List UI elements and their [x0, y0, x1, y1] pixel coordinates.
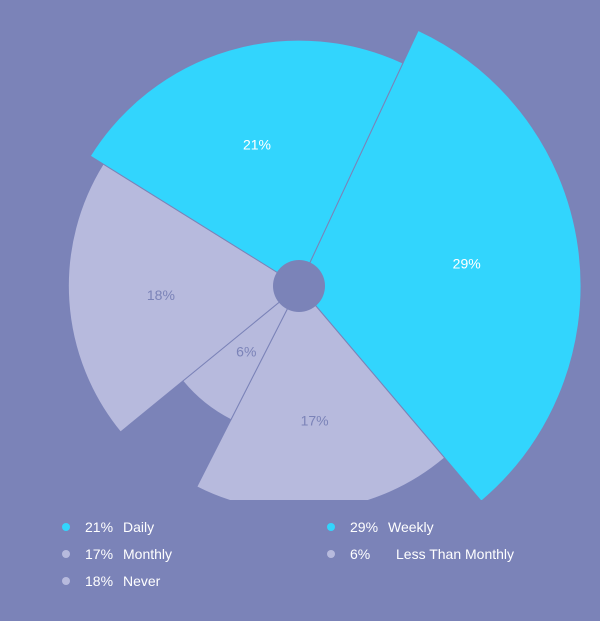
- legend-dot-weekly: [327, 523, 335, 531]
- legend-pct-daily: 21%: [85, 519, 114, 535]
- slice-monthly: [196, 285, 446, 500]
- slice-label-weekly: 29%: [453, 256, 481, 272]
- legend-label-weekly: Weekly: [388, 519, 434, 535]
- legend-item-less-than-monthly: 6% Less Than Monthly: [327, 544, 514, 564]
- slice-label-daily: 21%: [243, 137, 271, 153]
- legend-item-weekly: 29% Weekly: [327, 517, 434, 537]
- legend-pct-weekly: 29%: [350, 519, 379, 535]
- legend-item-daily: 21% Daily: [62, 517, 154, 537]
- legend-pct-never: 18%: [85, 573, 114, 589]
- slice-label-monthly: 17%: [301, 412, 329, 428]
- legend-label-monthly: Monthly: [123, 546, 173, 562]
- legend-item-monthly: 17% Monthly: [62, 544, 172, 564]
- legend-dot-daily: [62, 523, 70, 531]
- slice-label-less-than-monthly: 6%: [236, 343, 256, 359]
- legend-dot-monthly: [62, 550, 70, 558]
- legend-dot-less-than-monthly: [327, 550, 335, 558]
- slice-label-never: 18%: [147, 287, 175, 303]
- rose-chart: 29% 17% 6% 18% 21%: [67, 29, 582, 500]
- legend-pct-monthly: 17%: [85, 546, 114, 562]
- center-hub: [273, 260, 325, 312]
- legend-label-never: Never: [123, 573, 161, 589]
- legend-dot-never: [62, 577, 70, 585]
- slice-weekly: [298, 29, 582, 500]
- legend-pct-less-than-monthly: 6%: [350, 546, 371, 562]
- slice-never: [67, 163, 300, 433]
- slice-daily: [89, 39, 404, 287]
- legend-label-daily: Daily: [123, 519, 155, 535]
- legend-item-never: 18% Never: [62, 571, 160, 591]
- legend-label-less-than-monthly: Less Than Monthly: [396, 546, 515, 562]
- legend: 21% Daily 29% Weekly 17% Monthly 6% Less…: [0, 512, 600, 612]
